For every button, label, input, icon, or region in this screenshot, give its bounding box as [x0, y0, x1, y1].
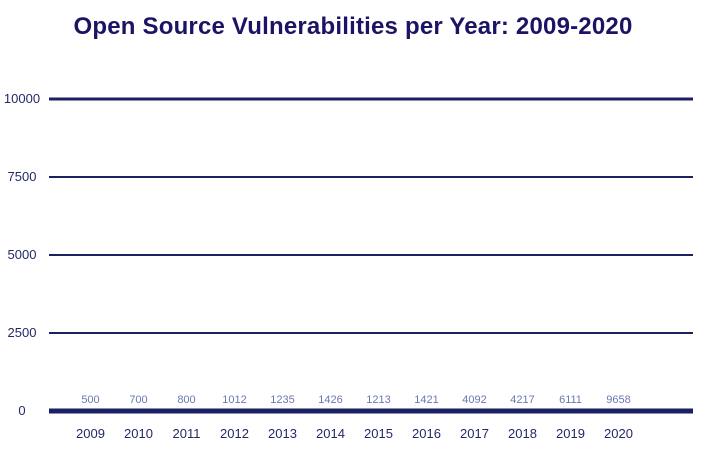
- bar-value-label-2010: 700: [129, 394, 148, 406]
- x-tick-label-2011: 2011: [172, 426, 201, 441]
- gridline-10000: [49, 97, 693, 101]
- y-tick-label-0: 0: [18, 403, 26, 418]
- bars-row: 500 700 800 1012 1235 1426 1213 1421 4092 4217 611…: [49, 99, 693, 411]
- x-tick-label-2017: 2017: [460, 426, 489, 441]
- y-tick-label-7500: 7500: [7, 169, 37, 184]
- y-tick-label-10000: 10000: [3, 91, 41, 106]
- bar-value-label-2018: 4217: [510, 394, 535, 406]
- bar-value-label-2009: 500: [81, 394, 100, 406]
- bar-column-2011: 800: [169, 394, 204, 411]
- bar-value-label-2015: 1213: [366, 394, 391, 406]
- x-tick-label-2013: 2013: [268, 426, 297, 441]
- x-tick-label-2018: 2018: [508, 426, 537, 441]
- bar-column-2014: 1426: [313, 394, 348, 411]
- x-tick-label-2019: 2019: [556, 426, 585, 441]
- x-tick-label-2020: 2020: [604, 426, 633, 441]
- y-tick-label-5000: 5000: [7, 247, 37, 262]
- bar-value-label-2011: 800: [177, 394, 196, 406]
- x-tick-label-2015: 2015: [364, 426, 393, 441]
- gridline-2500: [49, 332, 693, 334]
- bar-value-label-2012: 1012: [222, 394, 247, 406]
- chart-title: Open Source Vulnerabilities per Year: 20…: [73, 13, 633, 40]
- bar-column-2010: 700: [121, 394, 156, 411]
- bar-column-2018: 4217: [505, 394, 540, 411]
- bar-column-2020: 9658: [601, 394, 636, 411]
- bar-column-2012: 1012: [217, 394, 252, 411]
- x-tick-label-2009: 2009: [76, 426, 105, 441]
- bar-value-label-2013: 1235: [270, 394, 295, 406]
- bar-value-label-2019: 6111: [559, 394, 582, 406]
- gridline-5000: [49, 254, 693, 256]
- bar-column-2019: 6111: [553, 394, 588, 411]
- bar-column-2009: 500: [73, 394, 108, 411]
- x-tick-label-2010: 2010: [124, 426, 153, 441]
- bar-column-2013: 1235: [265, 394, 300, 411]
- bar-value-label-2014: 1426: [318, 394, 343, 406]
- bar-value-label-2016: 1421: [414, 394, 439, 406]
- x-tick-label-2014: 2014: [316, 426, 345, 441]
- bar-column-2017: 4092: [457, 394, 492, 411]
- x-tick-label-2012: 2012: [220, 426, 249, 441]
- gridline-0: [49, 408, 693, 414]
- x-axis: 2009 2010 2011 2012 2013 2014 2015 2016 2017 2018…: [49, 426, 693, 441]
- bar-column-2015: 1213: [361, 394, 396, 411]
- bar-column-2016: 1421: [409, 394, 444, 411]
- gridline-7500: [49, 176, 693, 178]
- y-tick-label-2500: 2500: [7, 325, 37, 340]
- y-axis: 0 2500 5000 7500 10000: [0, 91, 49, 418]
- plot-area: 500 700 800 1012 1235 1426 1213 1421 4092 4217 611…: [49, 97, 693, 414]
- bar-value-label-2020: 9658: [606, 394, 631, 406]
- x-tick-label-2016: 2016: [412, 426, 441, 441]
- bar-value-label-2017: 4092: [462, 394, 487, 406]
